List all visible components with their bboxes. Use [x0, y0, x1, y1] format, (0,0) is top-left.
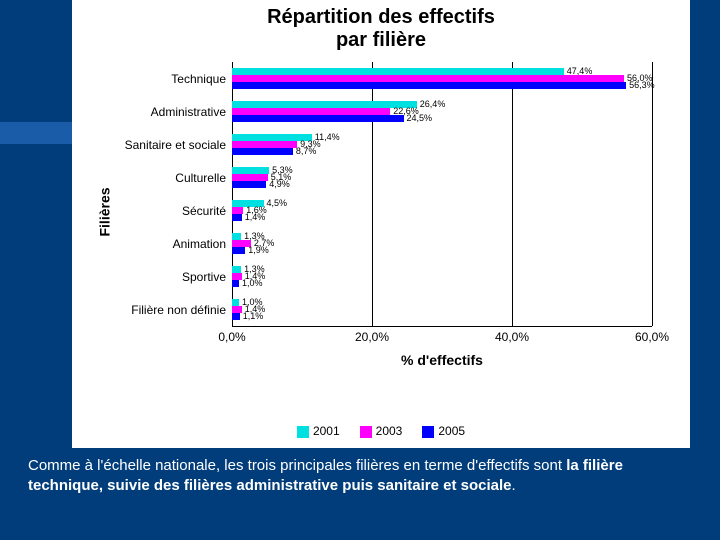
bar: [232, 181, 266, 188]
value-label: 56,3%: [629, 81, 655, 90]
value-label: 4,9%: [269, 180, 290, 189]
chart-title: Répartition des effectifs par filière: [72, 0, 690, 52]
bar: [232, 82, 626, 89]
bar: [232, 233, 241, 240]
value-label: 4,5%: [267, 199, 288, 208]
bar: [232, 306, 242, 313]
value-label: 1,9%: [248, 246, 269, 255]
grid-line: [512, 62, 513, 326]
decor-bar: [0, 122, 72, 144]
bar: [232, 141, 297, 148]
bar: [232, 214, 242, 221]
bar: [232, 266, 241, 273]
slide: Répartition des effectifs par filière Fi…: [0, 0, 720, 540]
bar: [232, 108, 390, 115]
category-label: Administrative: [151, 105, 226, 119]
legend-swatch: [422, 426, 434, 438]
x-tick-label: 60,0%: [635, 330, 669, 344]
caption-text: Comme à l'échelle nationale, les trois p…: [28, 457, 566, 474]
x-axis-line: [232, 326, 652, 327]
bar: [232, 299, 239, 306]
bar: [232, 167, 269, 174]
bar: [232, 207, 243, 214]
value-label: 1,1%: [243, 312, 264, 321]
caption-text: .: [512, 477, 516, 494]
legend-swatch: [297, 426, 309, 438]
x-tick-label: 0,0%: [218, 330, 245, 344]
legend-item: 2003: [360, 424, 403, 438]
bar: [232, 75, 624, 82]
caption: Comme à l'échelle nationale, les trois p…: [28, 456, 698, 495]
plot-area: Filières TechniqueAdministrativeSanitair…: [102, 62, 677, 362]
legend-label: 2005: [438, 424, 465, 438]
bar: [232, 148, 293, 155]
bar: [232, 115, 404, 122]
category-label: Sécurité: [182, 204, 226, 218]
chart-panel: Répartition des effectifs par filière Fi…: [72, 0, 690, 448]
legend-label: 2001: [313, 424, 340, 438]
x-tick-label: 20,0%: [355, 330, 389, 344]
value-label: 1,4%: [245, 213, 266, 222]
legend-item: 2005: [422, 424, 465, 438]
category-label: Filière non définie: [131, 303, 226, 317]
category-label: Culturelle: [175, 171, 226, 185]
category-label: Technique: [171, 72, 226, 86]
bar: [232, 273, 242, 280]
category-label: Animation: [173, 237, 226, 251]
chart-title-line2: par filière: [336, 29, 426, 51]
value-label: 1,0%: [242, 279, 263, 288]
category-label: Sanitaire et sociale: [125, 138, 226, 152]
grid-line: [652, 62, 653, 326]
value-label: 24,5%: [407, 114, 433, 123]
bar: [232, 247, 245, 254]
category-label: Sportive: [182, 270, 226, 284]
legend-item: 2001: [297, 424, 340, 438]
bar: [232, 68, 564, 75]
bar: [232, 313, 240, 320]
bar: [232, 174, 268, 181]
legend-swatch: [360, 426, 372, 438]
plot: 0,0%20,0%40,0%60,0%47,4%56,0%56,3%26,4%2…: [232, 62, 652, 326]
bar: [232, 280, 239, 287]
category-labels: Technique Administrative Sanitaire et soci…: [102, 62, 230, 326]
chart-title-line1: Répartition des effectifs: [267, 6, 495, 28]
legend: 2001 2003 2005: [72, 424, 690, 438]
x-axis-label: % d'effectifs: [401, 352, 483, 368]
value-label: 26,4%: [420, 100, 446, 109]
legend-label: 2003: [376, 424, 403, 438]
x-tick-label: 40,0%: [495, 330, 529, 344]
bar: [232, 101, 417, 108]
value-label: 8,7%: [296, 147, 317, 156]
